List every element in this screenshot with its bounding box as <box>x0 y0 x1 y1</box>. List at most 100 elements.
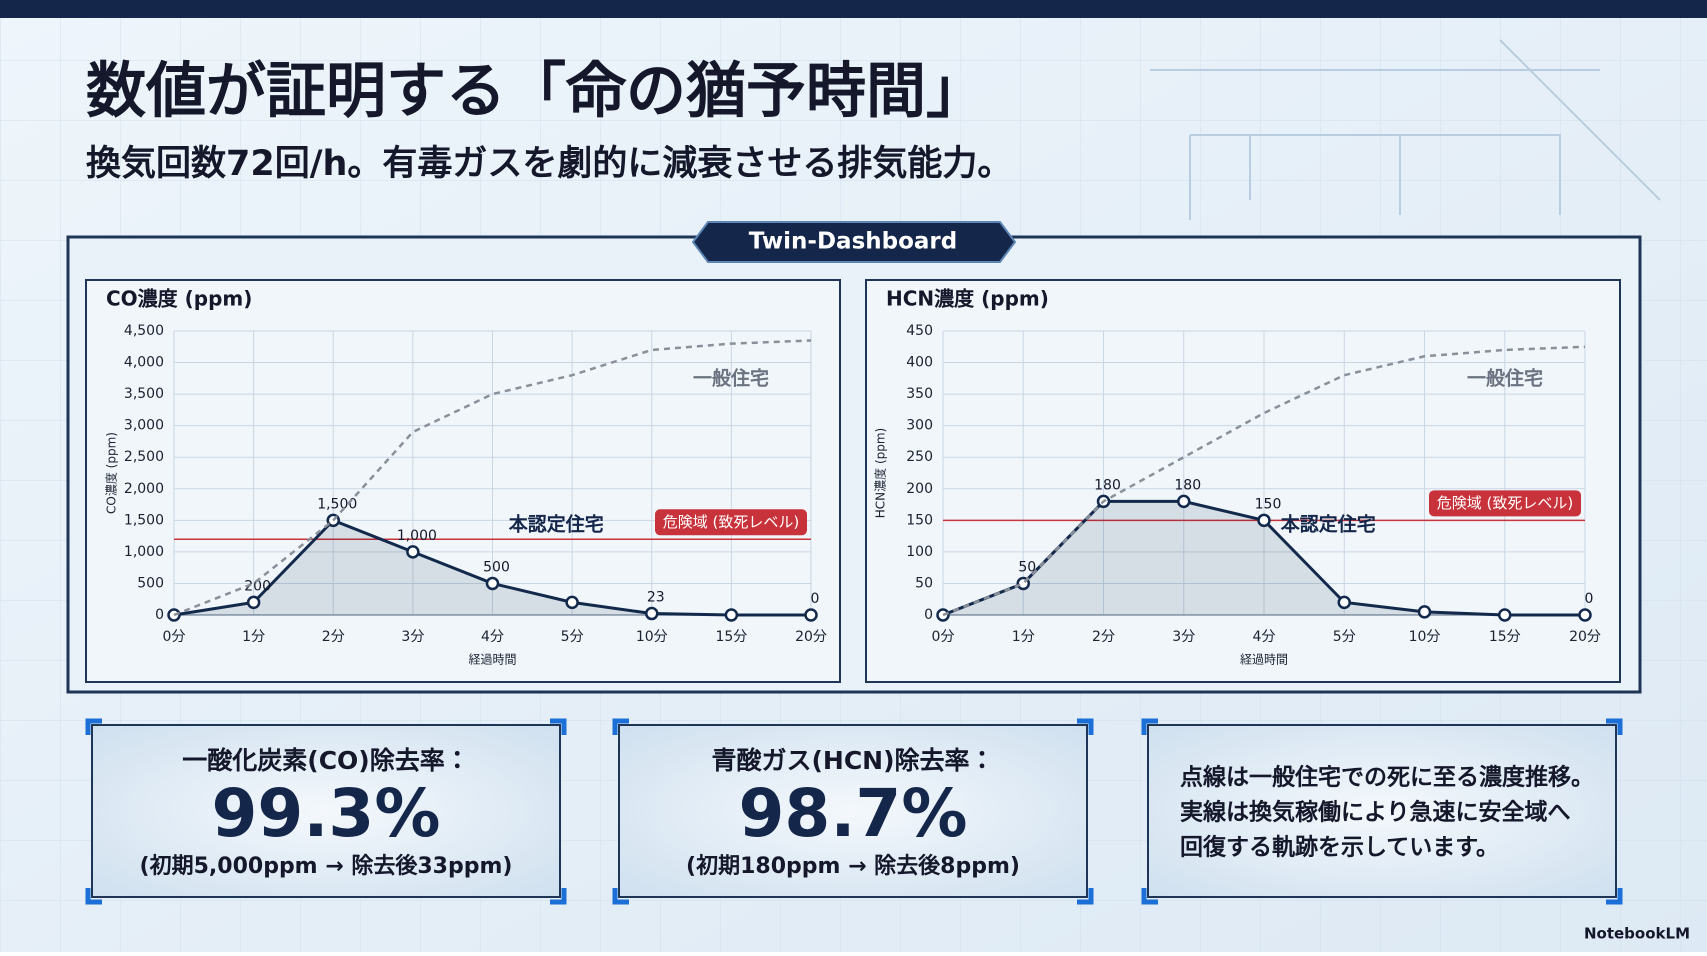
card-value: 98.7% <box>739 775 968 852</box>
data-label: 1,500 <box>317 496 357 512</box>
data-label: 200 <box>244 578 271 594</box>
y-tick-label: 2,500 <box>124 449 164 465</box>
data-label: 180 <box>1174 477 1201 493</box>
data-point <box>804 608 818 622</box>
x-tick-label: 5分 <box>1333 629 1356 645</box>
dashboard-badge <box>691 221 1017 263</box>
y-tick-label: 0 <box>924 607 933 623</box>
y-tick-label: 1,500 <box>124 512 164 528</box>
chart-panel <box>865 279 1621 683</box>
explanation-line: 点線は一般住宅での死に至る濃度推移。 <box>1180 764 1594 791</box>
x-tick-label: 5分 <box>561 629 584 645</box>
x-tick-label: 3分 <box>1172 629 1195 645</box>
y-axis-label: CO濃度 (ppm) <box>105 432 119 514</box>
card: 一酸化炭素(CO)除去率： 99.3% (初期5,000ppm → 除去後33p… <box>85 718 567 905</box>
x-tick-label: 15分 <box>715 629 747 645</box>
series-label: 一般住宅 <box>1467 367 1543 390</box>
x-tick-label: 10分 <box>1409 629 1441 645</box>
area <box>174 520 811 615</box>
x-tick-label: 0分 <box>163 629 186 645</box>
y-tick-label: 3,000 <box>124 418 164 434</box>
data-label: 0 <box>1585 591 1594 607</box>
data-label: 500 <box>483 559 510 575</box>
data-point <box>1417 605 1432 619</box>
x-tick-label: 1分 <box>242 629 265 645</box>
card-label: 一酸化炭素(CO)除去率： <box>182 746 469 775</box>
data-label: 23 <box>647 590 665 606</box>
series-label: 一般住宅 <box>693 367 769 390</box>
chart-panel <box>85 279 841 683</box>
series-label: 本認定住宅 <box>508 513 604 536</box>
y-axis-label: HCN濃度 (ppm) <box>874 428 888 518</box>
data-point <box>1578 608 1592 622</box>
x-tick-label: 3分 <box>401 629 424 645</box>
chart-title: CO濃度 (ppm) <box>106 287 252 311</box>
card: 青酸ガス(HCN)除去率： 98.7% (初期180ppm → 除去後8ppm) <box>612 718 1094 905</box>
data-label: 50 <box>1018 559 1036 575</box>
x-tick-label: 4分 <box>481 629 504 645</box>
x-tick-label: 20分 <box>1569 629 1601 645</box>
footer: NotebookLM <box>1584 925 1690 943</box>
x-axis-label: 経過時間 <box>1240 653 1288 667</box>
threshold-badge <box>1429 490 1581 517</box>
explanation-line: 実線は換気稼働により急速に安全域へ <box>1180 799 1571 826</box>
data-label: 1,000 <box>397 528 437 544</box>
area <box>943 501 1585 615</box>
y-tick-label: 50 <box>915 575 933 591</box>
chart-title: HCN濃度 (ppm) <box>886 287 1049 311</box>
data-point <box>1498 608 1512 622</box>
data-label: 0 <box>811 591 820 607</box>
explanation-card: 点線は一般住宅での死に至る濃度推移。 実線は換気稼働により急速に安全域へ 回復す… <box>1141 718 1623 905</box>
y-tick-label: 450 <box>906 323 933 339</box>
y-tick-label: 200 <box>906 481 933 497</box>
y-tick-label: 250 <box>906 449 933 465</box>
subtitle: 換気回数72回/h。有毒ガスを劇的に減衰させる排気能力。 <box>86 144 1012 184</box>
x-tick-label: 2分 <box>1092 629 1115 645</box>
series-label: 本認定住宅 <box>1280 513 1376 536</box>
card-note: (初期180ppm → 除去後8ppm) <box>686 853 1020 879</box>
y-tick-label: 500 <box>137 575 164 591</box>
data-point <box>724 608 739 622</box>
y-tick-label: 150 <box>906 512 933 528</box>
y-tick-label: 350 <box>906 386 933 402</box>
y-tick-label: 2,000 <box>124 481 164 497</box>
data-label: 180 <box>1094 477 1121 493</box>
x-tick-label: 20分 <box>795 629 827 645</box>
data-point <box>645 606 659 621</box>
series-line <box>942 345 1586 617</box>
data-point <box>1257 513 1271 528</box>
y-tick-label: 100 <box>906 544 933 560</box>
threshold-badge <box>655 509 807 536</box>
y-tick-label: 300 <box>906 418 933 434</box>
explanation-line: 回復する軌跡を示しています。 <box>1180 834 1499 861</box>
x-tick-label: 4分 <box>1253 629 1276 645</box>
top-bar <box>0 0 1707 18</box>
data-point <box>246 595 261 610</box>
data-point <box>406 545 420 559</box>
x-tick-label: 2分 <box>322 629 345 645</box>
x-axis-label: 経過時間 <box>468 653 516 667</box>
title: 数値が証明する「命の猶予時間」 <box>86 57 986 127</box>
charts: CO濃度 (ppm)05001,0001,5002,0002,5003,0003… <box>105 287 1601 667</box>
data-point <box>1177 494 1191 509</box>
y-tick-label: 1,000 <box>124 544 164 560</box>
dashboard-label: Twin-Dashboard <box>749 229 957 255</box>
y-tick-label: 3,500 <box>124 386 164 402</box>
threshold-label: 危険域 (致死レベル) <box>663 513 799 531</box>
data-point <box>565 595 579 610</box>
y-tick-label: 0 <box>155 607 164 623</box>
x-tick-label: 10分 <box>636 629 668 645</box>
y-tick-label: 4,500 <box>124 323 164 339</box>
data-point <box>1337 595 1351 610</box>
threshold-label: 危険域 (致死レベル) <box>1437 494 1573 512</box>
data-point <box>485 576 500 591</box>
card-label: 青酸ガス(HCN)除去率： <box>711 746 994 775</box>
card-value: 99.3% <box>212 775 441 852</box>
x-tick-label: 15分 <box>1489 629 1521 645</box>
card-note: (初期5,000ppm → 除去後33ppm) <box>140 853 513 879</box>
data-label: 150 <box>1255 496 1282 512</box>
x-tick-label: 1分 <box>1012 629 1035 645</box>
y-tick-label: 4,000 <box>124 355 164 371</box>
